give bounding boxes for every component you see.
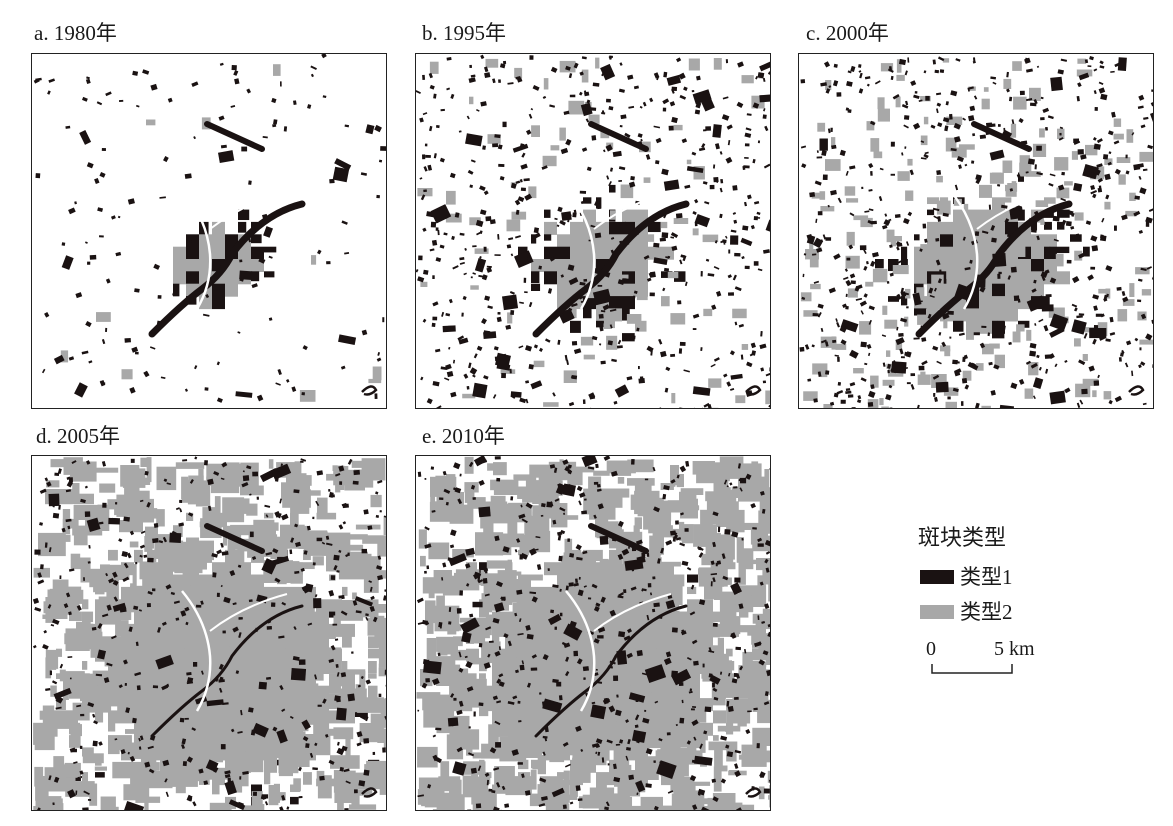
legend-swatch-type1 (920, 570, 954, 584)
map-canvas-2005 (32, 456, 386, 810)
legend-item-type1: 类型1 (920, 565, 1110, 589)
scale-bar-start-label: 0 (926, 638, 936, 660)
map-panel-1980 (31, 53, 387, 409)
map-canvas-2010 (416, 456, 770, 810)
legend-item-type2: 类型2 (920, 600, 1110, 624)
scale-bar-line (931, 664, 1013, 674)
legend-title: 斑块类型 (918, 525, 1007, 550)
panel-label-d: d. 2005年 (36, 424, 120, 448)
panel-label-a: a. 1980年 (34, 21, 117, 45)
legend-label-type2: 类型2 (960, 600, 1013, 624)
panel-label-b: b. 1995年 (422, 21, 506, 45)
legend-label-type1: 类型1 (960, 565, 1013, 589)
map-panel-2010 (415, 455, 771, 811)
map-canvas-2000 (799, 55, 1153, 408)
map-panel-2000 (798, 53, 1154, 409)
panel-label-e: e. 2010年 (422, 424, 505, 448)
panel-label-c: c. 2000年 (806, 21, 889, 45)
map-canvas-1980 (33, 54, 386, 403)
legend: 斑块类型 类型1 类型2 (918, 525, 1118, 685)
scale-bar-end-label: 5 km (994, 638, 1035, 660)
map-panel-2005 (31, 455, 387, 811)
scale-bar: 0 5 km (922, 638, 1035, 680)
legend-swatch-type2 (920, 605, 954, 619)
map-panel-1995 (415, 53, 771, 409)
map-canvas-1995 (416, 54, 770, 408)
